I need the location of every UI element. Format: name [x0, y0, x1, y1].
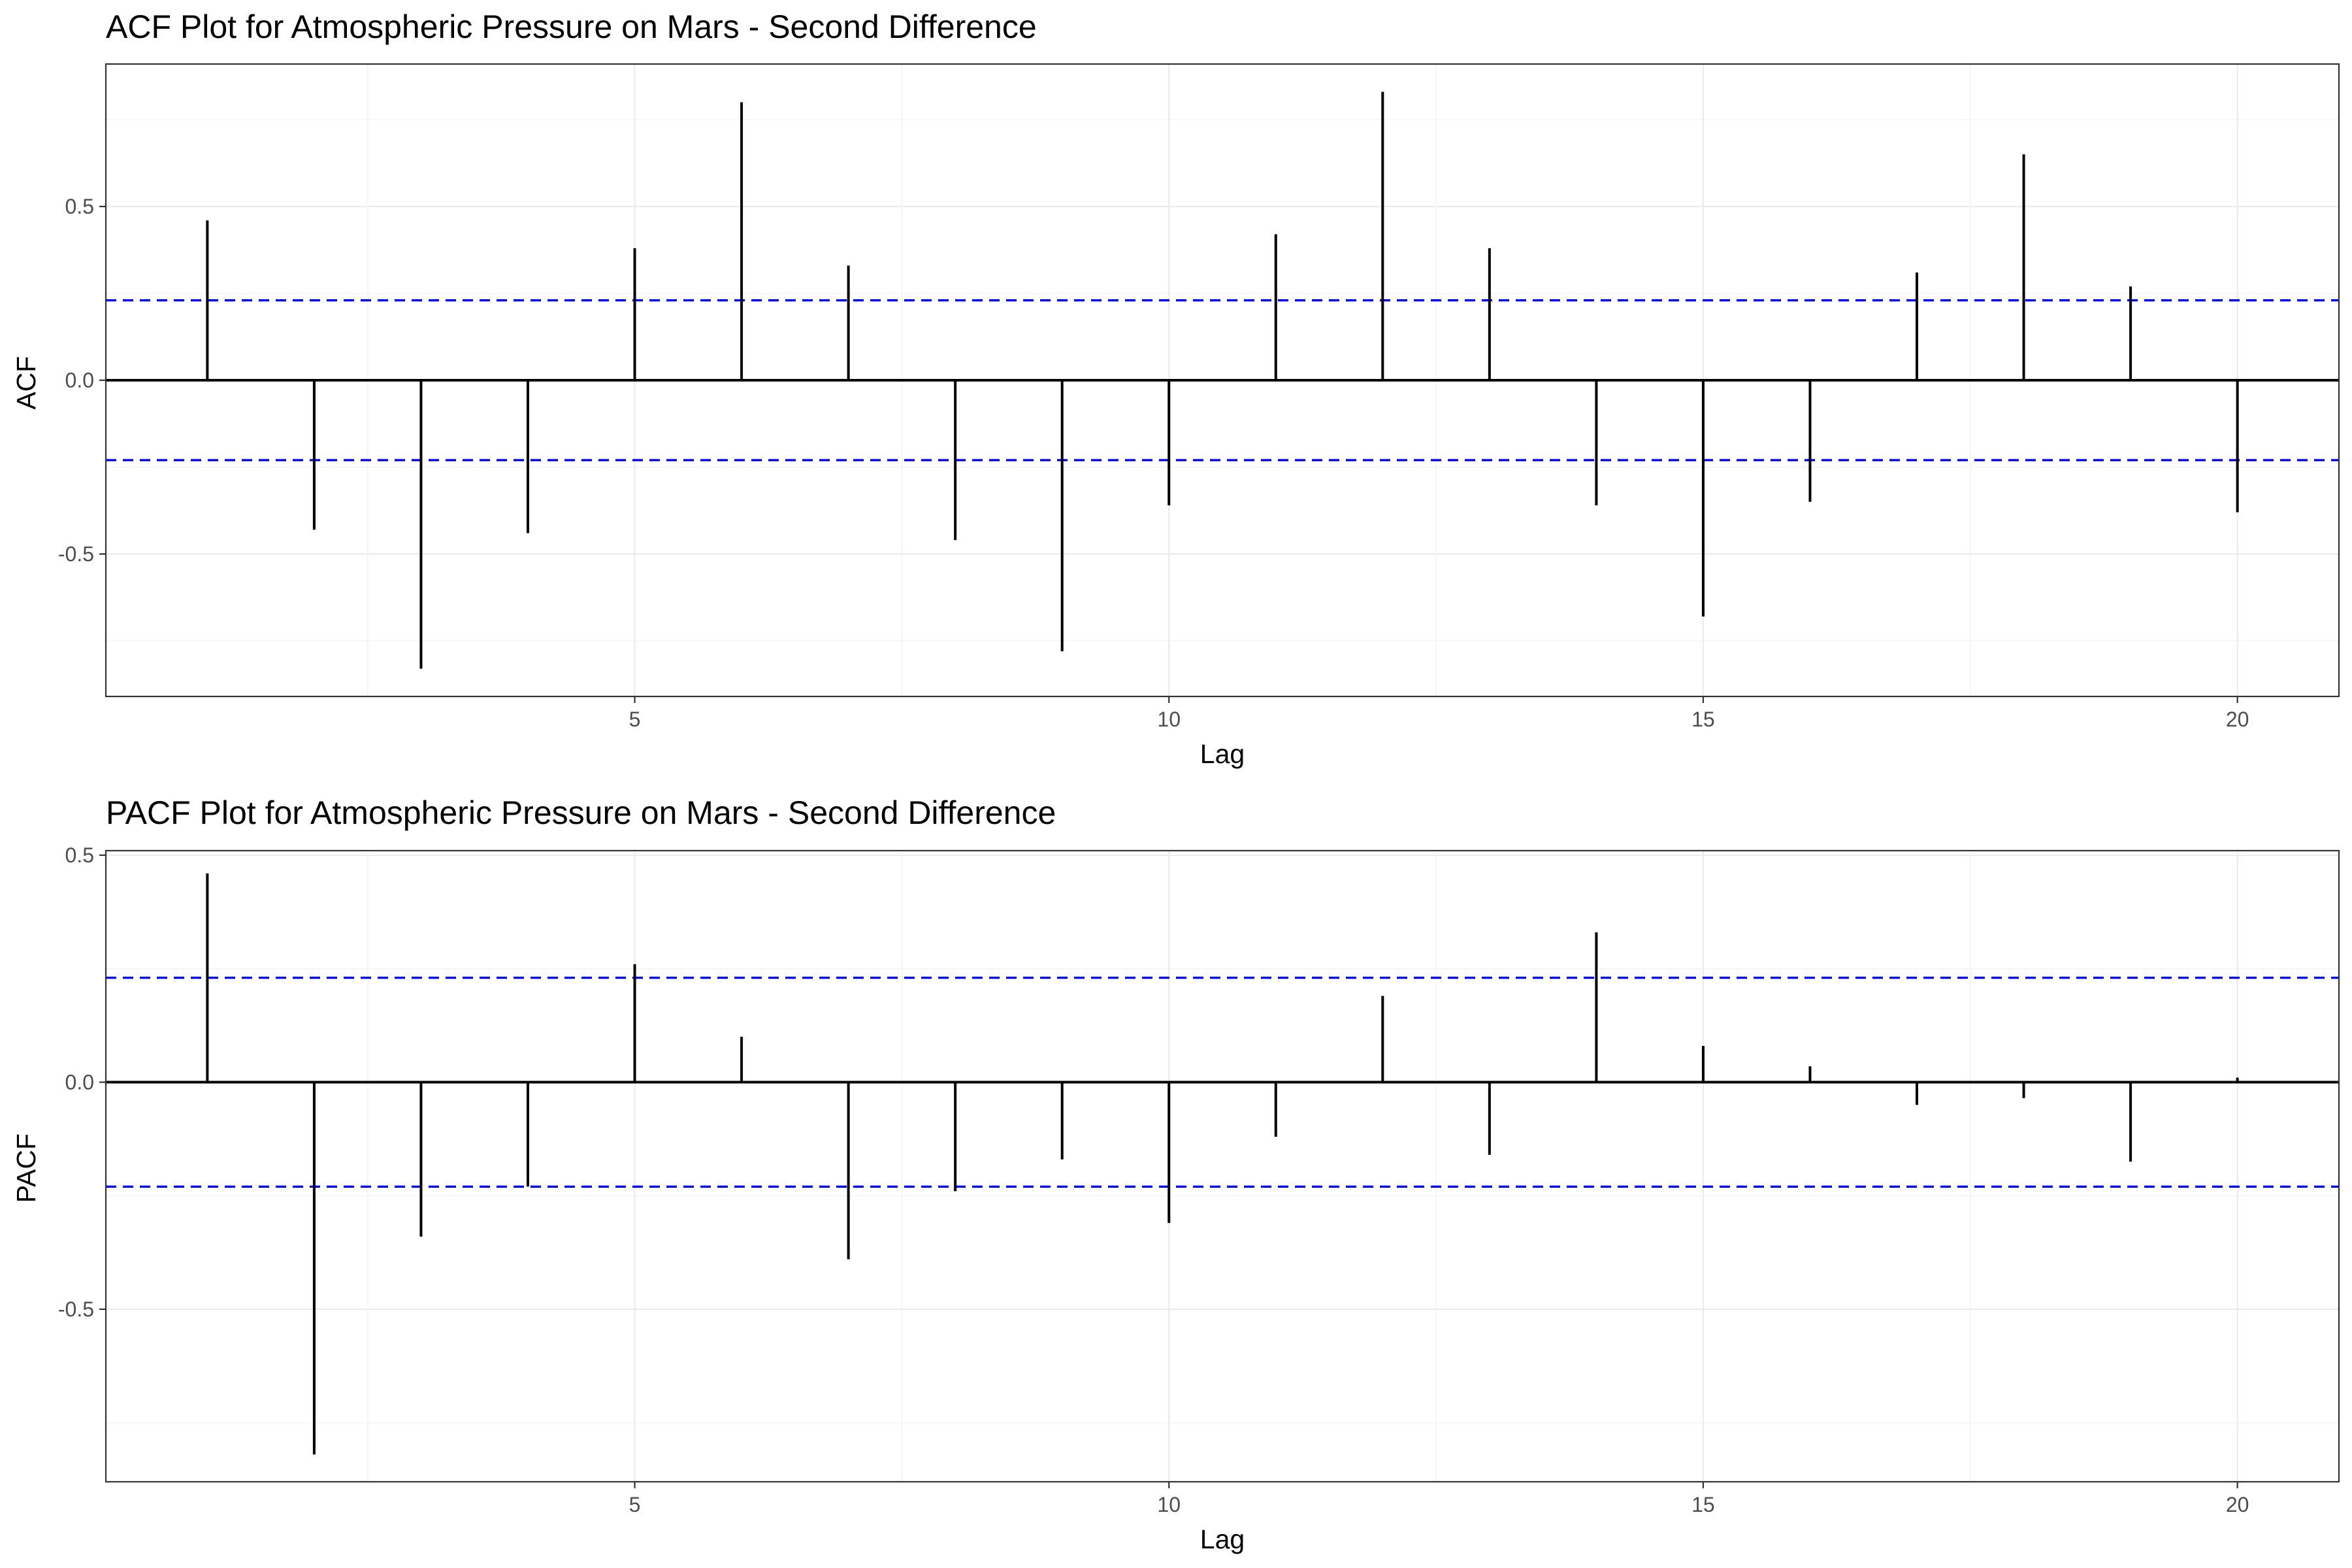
pacf-confidence-bounds	[106, 976, 2339, 1188]
pacf-chart-title: PACF Plot for Atmospheric Pressure on Ma…	[106, 794, 1056, 831]
pacf-panel-border	[105, 849, 2340, 1483]
pacf-x-tick-label: 5	[629, 1493, 641, 1516]
pacf-y-tick-label: 0.0	[65, 1070, 94, 1094]
acf-y-tick-label: 0.0	[65, 368, 94, 392]
acf-x-tick-label: 10	[1157, 708, 1181, 731]
acf-x-tick-label: 5	[629, 708, 641, 731]
acf-bars	[106, 91, 2339, 669]
pacf-x-tick-label: 10	[1157, 1493, 1181, 1516]
pacf-y-tick-label: -0.5	[58, 1298, 94, 1321]
acf-x-tick-label: 20	[2226, 708, 2249, 731]
pacf-bars	[106, 873, 2339, 1455]
pacf-axes: 5 10 15 20 -0.5 0.0 0.5	[58, 843, 2340, 1516]
pacf-y-axis-label: PACF	[11, 1134, 41, 1203]
pacf-y-tick-label: 0.5	[65, 843, 94, 867]
acf-chart-title: ACF Plot for Atmospheric Pressure on Mar…	[106, 8, 1037, 45]
acf-y-axis-label: ACF	[11, 356, 41, 410]
acf-confidence-bounds	[106, 299, 2339, 462]
pacf-x-axis-label: Lag	[1200, 1524, 1245, 1554]
pacf-x-tick-label: 20	[2226, 1493, 2249, 1516]
acf-axes: 5 10 15 20 -0.5 0.0 0.5	[58, 63, 2340, 731]
acf-y-tick-label: -0.5	[58, 542, 94, 566]
acf-y-tick-label: 0.5	[65, 195, 94, 218]
pacf-chart: PACF Plot for Atmospheric Pressure on Ma…	[11, 794, 2340, 1554]
acf-x-tick-label: 15	[1691, 708, 1715, 731]
acf-chart: ACF Plot for Atmospheric Pressure on Mar…	[11, 8, 2340, 769]
acf-x-axis-label: Lag	[1200, 739, 1245, 769]
pacf-x-tick-label: 15	[1691, 1493, 1715, 1516]
